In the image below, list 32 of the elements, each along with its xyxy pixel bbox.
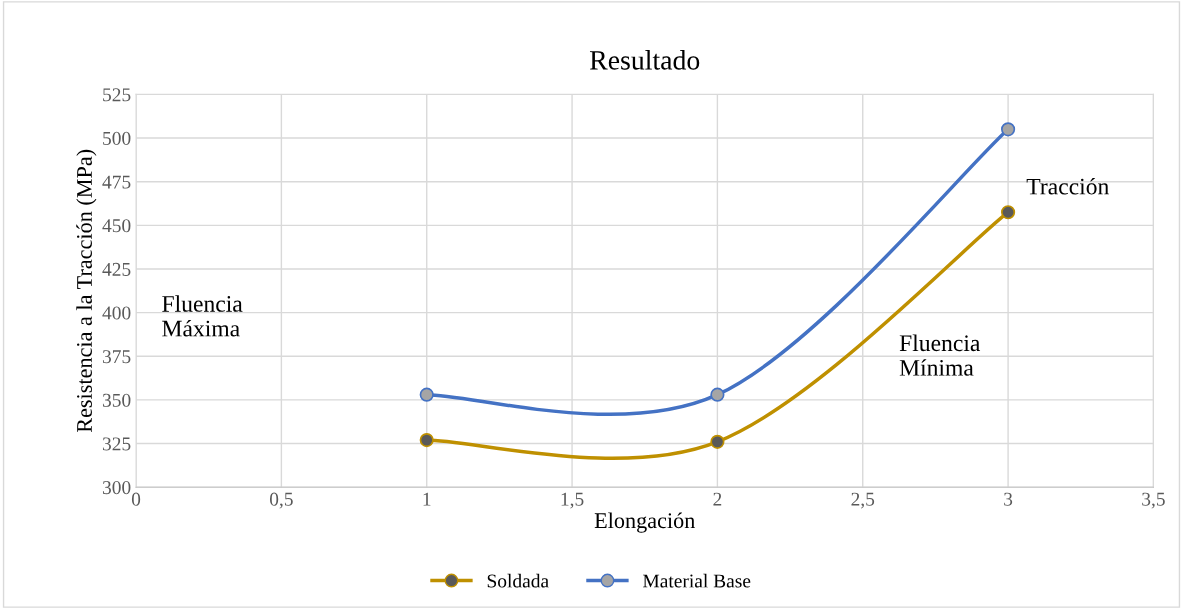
x-axis-title: Elongación xyxy=(594,512,695,533)
legend-label: Material Base xyxy=(643,573,751,588)
y-tick-label: 325 xyxy=(102,437,131,451)
x-tick-label: 1 xyxy=(423,492,431,506)
y-tick-label: 350 xyxy=(102,393,131,407)
annotation: Fluencia Máxima xyxy=(162,295,243,337)
point xyxy=(1000,122,1016,137)
x-tick-label: 1,5 xyxy=(561,492,584,509)
y-tick-label: 300 xyxy=(102,481,131,495)
x-tick-label: 2 xyxy=(713,492,722,506)
x-tick-label: 0 xyxy=(131,492,141,506)
point xyxy=(710,434,725,449)
point xyxy=(419,432,434,448)
y-tick-label: 475 xyxy=(102,175,131,189)
y-tick-label: 375 xyxy=(102,350,131,364)
y-axis-title: Resistencia a la Tracción (MPa) xyxy=(76,149,97,433)
annotation: Tracción xyxy=(1026,177,1109,195)
y-tick-label: 450 xyxy=(102,219,131,233)
x-tick-label: 2,5 xyxy=(851,492,875,509)
legend-label: Soldada xyxy=(487,573,549,588)
x-tick-label: 3 xyxy=(1004,492,1013,506)
y-tick-label: 500 xyxy=(103,131,131,145)
x-tick-label: 0,5 xyxy=(269,492,293,509)
y-tick-label: 425 xyxy=(102,262,131,276)
point xyxy=(710,387,725,402)
y-tick-label: 400 xyxy=(102,306,131,320)
annotation: Fluencia Mínima xyxy=(899,334,981,376)
y-tick-label: 525 xyxy=(103,88,131,102)
chart-title: Resultado xyxy=(589,50,700,70)
x-tick-label: 3,5 xyxy=(1142,492,1165,509)
point xyxy=(419,387,434,402)
point xyxy=(1000,205,1016,220)
